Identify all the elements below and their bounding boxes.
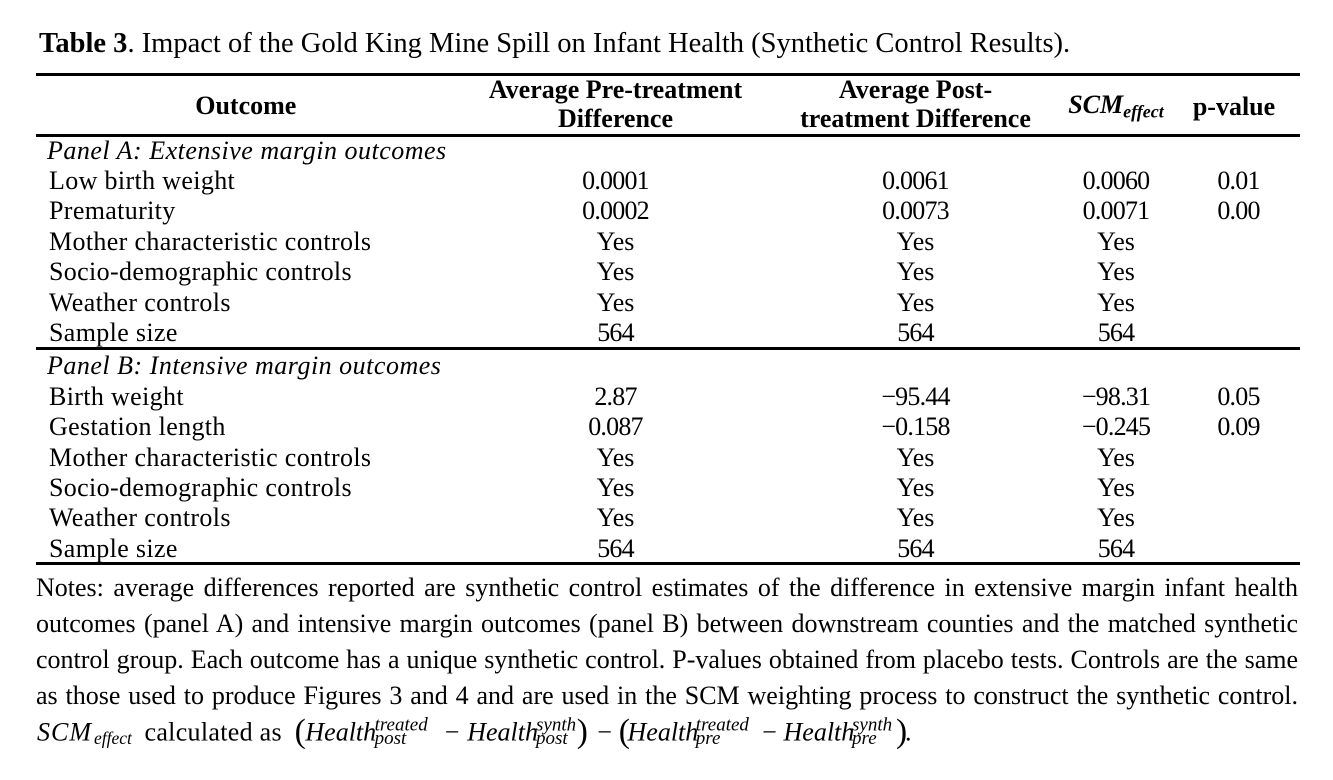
svg-text:Health: Health (627, 718, 699, 747)
svg-text:−: − (597, 718, 612, 747)
svg-text:pre: pre (850, 728, 877, 749)
svg-text:post: post (534, 728, 568, 749)
svg-text:synth: synth (536, 715, 576, 736)
svg-text:−: − (445, 718, 460, 747)
svg-text:Health: Health (304, 718, 376, 747)
svg-text:synth: synth (852, 715, 892, 736)
svg-text:): ) (896, 713, 907, 750)
svg-text:treated: treated (696, 715, 750, 736)
svg-text:(: ( (295, 713, 306, 750)
svg-text:effect: effect (94, 728, 133, 748)
svg-text:post: post (373, 728, 407, 749)
svg-text:calculated as: calculated as (145, 718, 282, 747)
svg-text:.: . (905, 718, 912, 747)
svg-text:pre: pre (694, 728, 721, 749)
svg-text:treated: treated (375, 715, 429, 736)
svg-text:): ) (577, 713, 588, 750)
svg-text:Health: Health (783, 718, 855, 747)
svg-text:Health: Health (466, 718, 538, 747)
svg-text:−: − (762, 718, 777, 747)
svg-text:SCM: SCM (37, 718, 92, 747)
svg-text:(: ( (619, 713, 630, 750)
